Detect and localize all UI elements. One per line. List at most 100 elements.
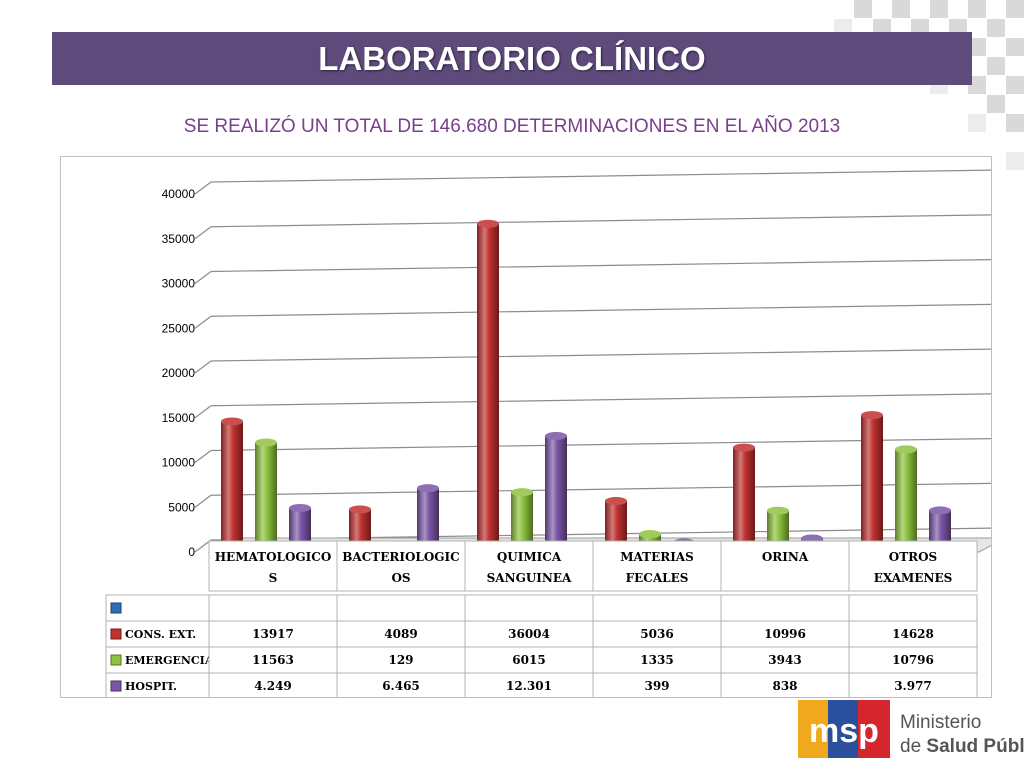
gridline <box>210 258 991 273</box>
bar-chart: 0 5000 10000 15000 20000 25000 30000 35000 40000… <box>105 169 991 697</box>
value-cell <box>464 594 594 622</box>
bar <box>255 438 277 550</box>
bar-top <box>349 505 371 514</box>
data-label: 14628 <box>892 627 934 641</box>
data-label: 6015 <box>512 653 545 667</box>
value-cell <box>848 594 978 622</box>
y-tick-label: 25000 <box>162 321 196 335</box>
bar <box>929 506 951 550</box>
bar <box>733 443 755 550</box>
bar-top <box>929 506 951 515</box>
page-subtitle: SE REALIZÓ UN TOTAL DE 146.680 DETERMINA… <box>183 116 841 137</box>
logo-block-red <box>858 700 890 758</box>
value-cell <box>336 620 466 648</box>
logo-block-blue <box>828 700 858 758</box>
value-cell <box>336 594 466 622</box>
y-tick-label: 15000 <box>162 411 196 425</box>
bar <box>289 503 311 550</box>
x-tick-label: S <box>269 571 278 585</box>
bar-top <box>801 534 823 543</box>
legend-label: EMERGENCIA <box>125 654 214 667</box>
bar-top <box>221 417 243 426</box>
x-tick-label: ORINA <box>762 550 809 564</box>
x-tick-label: SANGUINEA <box>487 571 572 585</box>
y-tick-label: 40000 <box>162 187 196 201</box>
x-tick-label: FECALES <box>626 571 689 585</box>
value-cell <box>464 672 594 697</box>
bar <box>861 411 883 550</box>
bar <box>511 488 533 550</box>
data-label: 838 <box>772 679 797 693</box>
x-tick-label: OTROS <box>889 550 937 564</box>
value-cell <box>848 672 978 697</box>
value-cell <box>592 672 722 697</box>
bar-body <box>895 449 917 550</box>
page-title: LABORATORIO CLÍNICO <box>318 39 706 77</box>
value-cell <box>720 672 850 697</box>
bar-body <box>605 500 627 550</box>
bar-top <box>417 484 439 493</box>
bar <box>767 506 789 550</box>
gridline <box>210 214 991 228</box>
bar-top <box>605 496 627 505</box>
bar-body <box>545 435 567 550</box>
data-label: 12.301 <box>506 679 552 693</box>
title-bar: LABORATORIO CLÍNICO <box>52 32 972 85</box>
gridline-side <box>194 494 212 508</box>
data-label: 399 <box>644 679 669 693</box>
gridline-side <box>194 226 212 240</box>
gridline-side <box>194 450 212 463</box>
gridline <box>210 303 991 317</box>
bar-top <box>895 445 917 454</box>
category-cell <box>464 540 594 592</box>
x-tick-label: HEMATOLOGICO <box>215 550 332 564</box>
bar-body <box>349 509 371 550</box>
gridline-side <box>194 405 212 419</box>
gridline-side <box>194 360 212 374</box>
legend-swatch <box>110 602 122 614</box>
bar-body <box>221 421 243 550</box>
data-table: HEMATOLOGICO S BACTERIOLOGIC OS QUIMICA SANGU… <box>105 540 978 697</box>
value-cell <box>720 646 850 674</box>
logo-mark: msp <box>809 712 879 750</box>
x-tick-label: QUIMICA <box>497 550 562 564</box>
decorative-squares <box>834 0 1024 170</box>
y-tick-label: 20000 <box>162 366 196 380</box>
data-label: 3.977 <box>894 679 932 693</box>
y-tick-label: 0 <box>188 545 195 559</box>
data-label: 36004 <box>508 627 550 641</box>
bar-body <box>733 447 755 550</box>
category-cell <box>720 540 850 592</box>
data-label: 4.249 <box>254 679 292 693</box>
y-tick-label: 30000 <box>162 277 196 291</box>
legend-label: CONS. EXT. <box>125 628 196 641</box>
data-label: 6.465 <box>382 679 420 693</box>
bar-body <box>861 415 883 550</box>
logo-block-yellow <box>798 700 828 758</box>
category-cell <box>848 540 978 592</box>
data-label: 129 <box>388 653 413 667</box>
x-tick-label: OS <box>391 571 410 585</box>
bar <box>895 445 917 550</box>
value-cell <box>848 646 978 674</box>
legend-swatch <box>110 654 122 666</box>
bar-top <box>767 506 789 515</box>
legend-cell <box>105 620 210 648</box>
bar-top <box>477 219 499 228</box>
bar-top <box>289 503 311 512</box>
category-cell <box>592 540 722 592</box>
bar-body <box>511 492 533 550</box>
data-label: 5036 <box>640 627 673 641</box>
bar-top <box>733 443 755 452</box>
value-cell <box>208 594 338 622</box>
bar <box>605 496 627 550</box>
ministry-logo: msp Ministerio de Salud Pública <box>798 700 1024 758</box>
y-tick-label: 35000 <box>162 232 196 246</box>
value-cell <box>336 646 466 674</box>
data-label: 13917 <box>252 627 294 641</box>
chart-frame: 0 5000 10000 15000 20000 25000 30000 35000 40000… <box>60 156 992 698</box>
bar-top <box>861 411 883 420</box>
data-label: 11563 <box>252 653 294 667</box>
bar <box>221 417 243 550</box>
legend-cell <box>105 672 210 697</box>
